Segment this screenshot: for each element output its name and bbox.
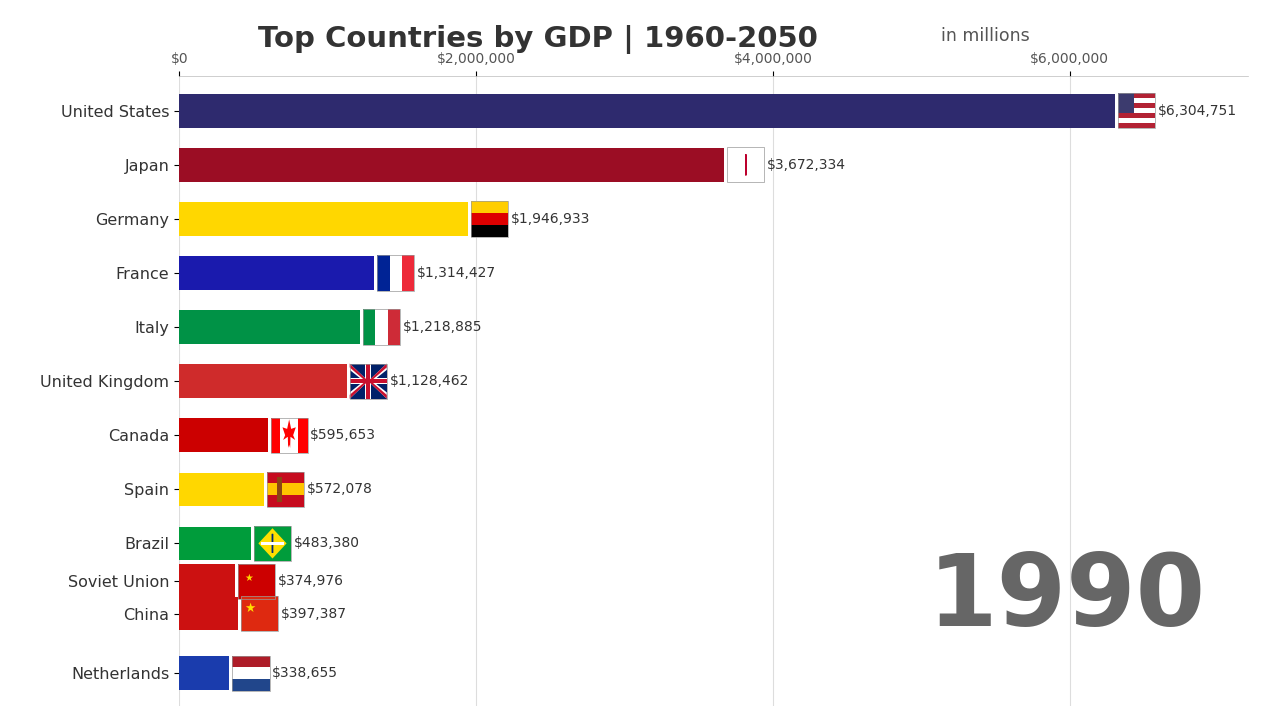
- Polygon shape: [369, 381, 387, 399]
- Bar: [233, 655, 270, 690]
- Bar: [389, 256, 402, 291]
- Bar: [238, 564, 275, 599]
- Bar: [179, 657, 229, 690]
- Bar: [179, 364, 347, 398]
- Text: $3,672,334: $3,672,334: [767, 158, 846, 172]
- Bar: [261, 542, 284, 545]
- Text: $6,304,751: $6,304,751: [1158, 104, 1236, 118]
- Bar: [233, 655, 270, 667]
- Bar: [727, 147, 764, 182]
- Bar: [471, 213, 508, 225]
- Bar: [1117, 93, 1155, 98]
- Bar: [378, 256, 389, 291]
- Bar: [364, 310, 375, 345]
- Polygon shape: [369, 364, 387, 381]
- Text: $1,128,462: $1,128,462: [389, 374, 468, 388]
- Bar: [241, 596, 278, 631]
- Bar: [365, 364, 371, 399]
- Bar: [349, 378, 387, 384]
- Bar: [241, 596, 278, 631]
- Bar: [179, 202, 468, 235]
- Polygon shape: [259, 528, 287, 559]
- Bar: [268, 472, 305, 507]
- Bar: [179, 418, 268, 452]
- Bar: [727, 147, 764, 182]
- Bar: [179, 526, 251, 560]
- Bar: [179, 148, 724, 181]
- Text: $374,976: $374,976: [278, 575, 343, 588]
- Bar: [1117, 123, 1155, 128]
- Bar: [1117, 93, 1155, 128]
- Bar: [179, 597, 238, 631]
- Bar: [276, 477, 282, 502]
- Bar: [179, 94, 1115, 127]
- Text: $1,218,885: $1,218,885: [403, 320, 483, 334]
- Bar: [270, 418, 280, 453]
- Bar: [1117, 103, 1155, 108]
- Bar: [402, 256, 415, 291]
- Text: $1,314,427: $1,314,427: [417, 266, 497, 280]
- Bar: [349, 364, 387, 399]
- Text: 1990: 1990: [927, 550, 1206, 647]
- Bar: [1117, 98, 1155, 103]
- Bar: [179, 310, 360, 344]
- Polygon shape: [283, 419, 296, 448]
- Bar: [268, 483, 305, 495]
- Bar: [375, 310, 388, 345]
- Bar: [233, 679, 270, 690]
- Bar: [1117, 113, 1155, 118]
- Bar: [289, 418, 298, 453]
- Text: in millions: in millions: [941, 27, 1029, 45]
- Bar: [179, 256, 374, 289]
- Text: $595,653: $595,653: [310, 428, 376, 442]
- Bar: [179, 472, 264, 506]
- Text: ★: ★: [243, 602, 255, 615]
- Polygon shape: [349, 364, 369, 381]
- Text: $338,655: $338,655: [273, 666, 338, 680]
- Text: $572,078: $572,078: [307, 482, 372, 496]
- Bar: [349, 364, 387, 399]
- Bar: [1117, 118, 1155, 123]
- Bar: [349, 379, 387, 383]
- Bar: [253, 526, 291, 561]
- Text: $1,946,933: $1,946,933: [511, 212, 590, 226]
- Bar: [268, 495, 305, 507]
- Bar: [270, 418, 307, 453]
- Text: ★: ★: [244, 572, 253, 582]
- Text: $397,387: $397,387: [280, 607, 347, 621]
- Bar: [366, 364, 370, 399]
- Bar: [268, 472, 305, 483]
- Bar: [471, 202, 508, 236]
- Bar: [1117, 108, 1155, 113]
- Polygon shape: [349, 364, 369, 381]
- Polygon shape: [369, 364, 387, 381]
- Text: $483,380: $483,380: [293, 536, 360, 550]
- Bar: [253, 526, 291, 561]
- Polygon shape: [369, 381, 387, 399]
- Bar: [471, 202, 508, 213]
- Bar: [364, 310, 401, 345]
- Bar: [471, 225, 508, 236]
- Bar: [233, 667, 270, 679]
- Polygon shape: [349, 381, 369, 399]
- Bar: [388, 310, 401, 345]
- Bar: [1117, 93, 1134, 113]
- Text: Top Countries by GDP | 1960-2050: Top Countries by GDP | 1960-2050: [257, 25, 818, 54]
- Polygon shape: [349, 381, 369, 399]
- Bar: [378, 256, 415, 291]
- Bar: [280, 418, 289, 453]
- Bar: [298, 418, 307, 453]
- Bar: [179, 564, 234, 598]
- Bar: [238, 564, 275, 599]
